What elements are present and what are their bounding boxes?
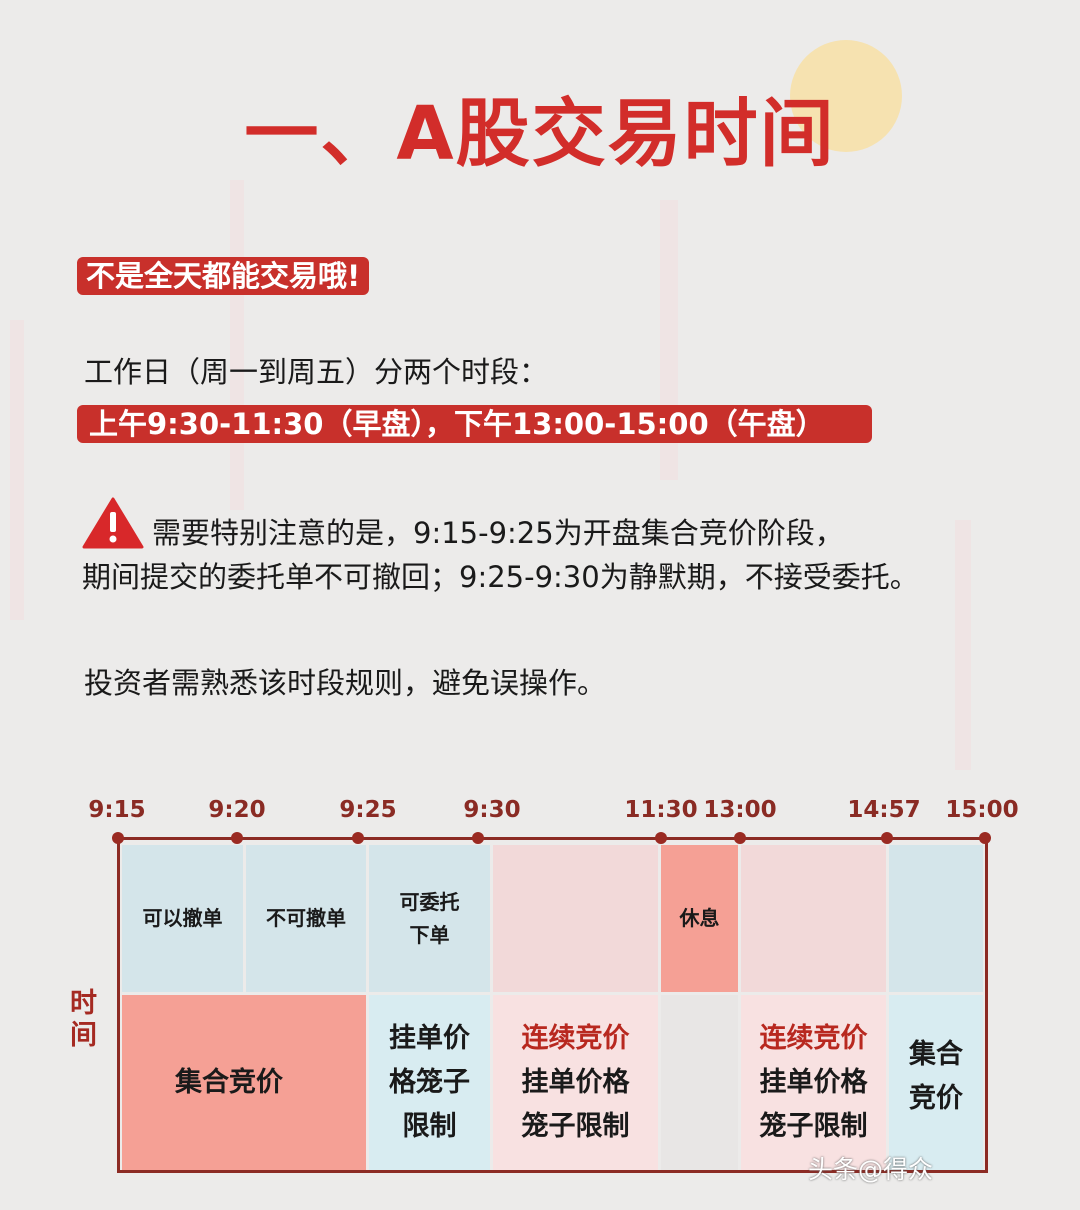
cell-line: 笼子限制 [521,1110,630,1142]
sun-decoration [790,40,902,152]
cell-line: 集合 [909,1039,963,1070]
cell-line: 挂单价格 [521,1066,630,1098]
tick-label: 9:15 [88,797,146,823]
cell-order-allowed: 可委托 下单 [369,845,490,992]
cell-continuous-auction-pm: 连续竞价 挂单价格 笼子限制 [741,995,886,1170]
cell-line: 竞价 [909,1083,963,1114]
tick-label: 13:00 [703,797,777,823]
cell-line: 格笼子 [389,1066,470,1098]
warning-triangle-icon [82,497,144,549]
workday-text: 工作日（周一到周五）分两个时段： [84,355,549,389]
highlight-tag: 不是全天都能交易哦! [77,257,370,295]
axis-label-time: 时间 [70,988,97,1051]
cell-heading: 连续竞价 [759,1022,868,1054]
tick-dot [881,832,893,844]
sessions-highlight: 上午9:30-11:30（早盘），下午13:00-15:00（午盘） [77,405,872,443]
tick-dot [979,832,991,844]
cell-line: 限制 [402,1110,457,1142]
cell-line: 挂单价 [389,1022,470,1054]
cell-closing-auction: 集合 竞价 [889,995,983,1170]
tick-dot [655,832,667,844]
cell-continuous-auction-am: 连续竞价 挂单价格 笼子限制 [493,995,658,1170]
tick-dot [472,832,484,844]
cell-line: 笼子限制 [759,1110,868,1142]
tick-dot [734,832,746,844]
bg-candle [10,320,24,620]
cell-cancel-allowed: 可以撤单 [122,845,243,992]
timeline-frame [117,837,988,1173]
tick-label: 14:57 [847,797,921,823]
page-title: 一、A股交易时间 [244,91,836,177]
cell-price-cage: 挂单价 格笼子 限制 [369,995,490,1170]
warning-line-1: 需要特别注意的是，9:15-9:25为开盘集合竞价阶段， [152,516,844,550]
tick-label: 15:00 [945,797,1019,823]
tick-label: 9:20 [208,797,266,823]
bg-candle [230,180,244,510]
cell-cancel-forbidden: 不可撤单 [246,845,366,992]
cell-call-auction: 集合竞价 [122,995,366,1170]
tick-label: 9:25 [339,797,397,823]
tick-dot [231,832,243,844]
cell-lunch-break: 休息 [661,845,738,992]
tick-dot [112,832,124,844]
cell-heading: 连续竞价 [521,1022,630,1054]
advice-text: 投资者需熟悉该时段规则，避免误操作。 [84,666,607,700]
cell-closing [889,845,983,992]
cell-morning-session [493,845,658,992]
cell-afternoon-session [741,845,886,992]
cell-line: 挂单价格 [759,1066,868,1098]
warning-line-2: 期间提交的委托单不可撤回；9:25-9:30为静默期，不接受委托。 [82,560,919,594]
tick-label: 11:30 [624,797,698,823]
watermark: 头条@得众 [808,1155,934,1184]
tick-dot [352,832,364,844]
cell-empty [661,995,738,1170]
tick-label: 9:30 [463,797,521,823]
bg-candle [955,520,971,770]
